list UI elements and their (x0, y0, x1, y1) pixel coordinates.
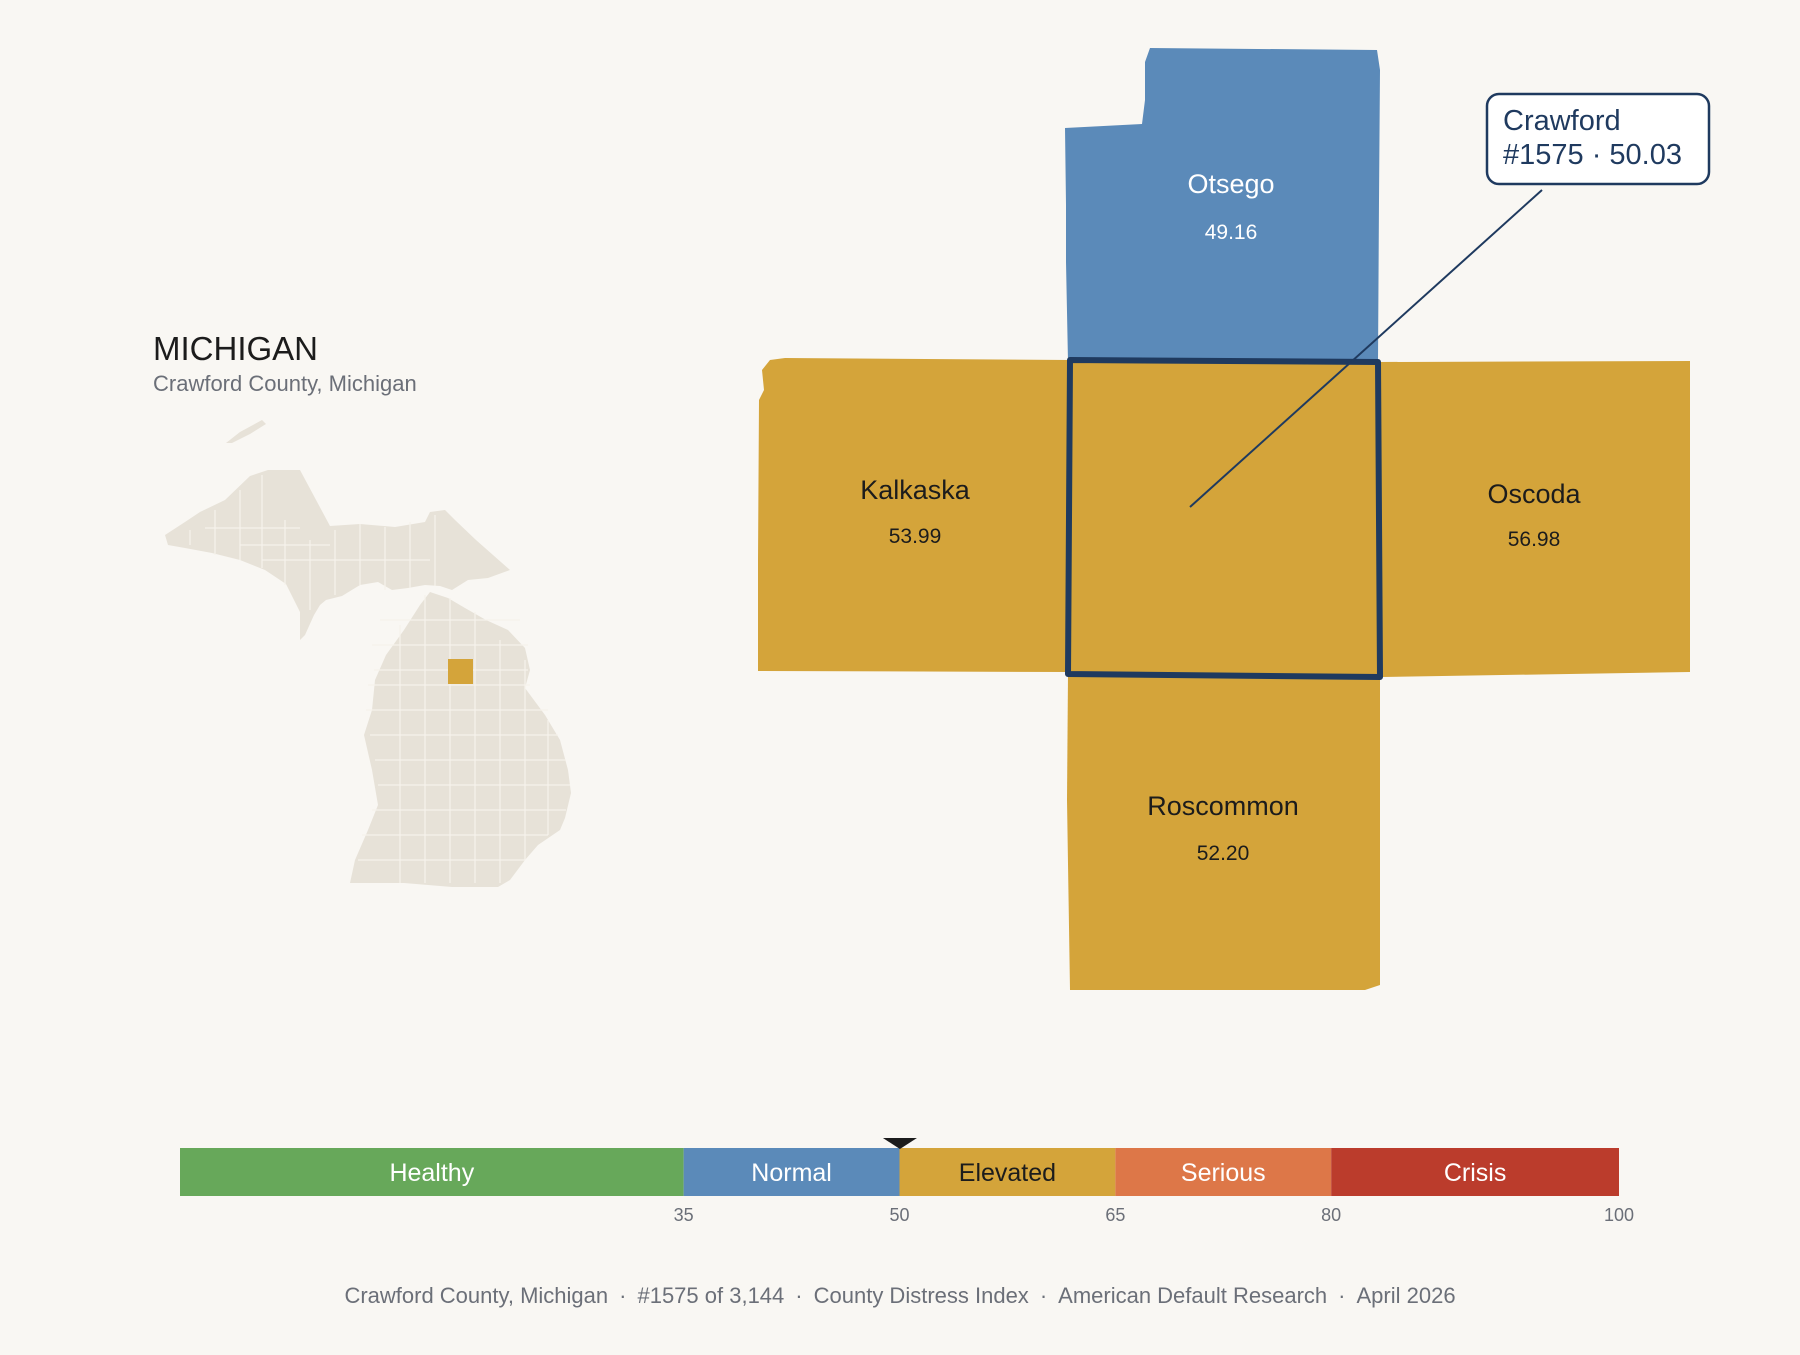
county-value-kalkaska: 53.99 (889, 525, 942, 548)
footer-county: Crawford County, Michigan (344, 1283, 609, 1308)
county-shape-otsego[interactable] (1065, 48, 1380, 362)
scale-tick-label: 100 (1604, 1205, 1634, 1225)
footer-index: County Distress Index (813, 1283, 1029, 1308)
state-subtitle: Crawford County, Michigan (153, 371, 417, 396)
scale-band-healthy (180, 1148, 684, 1196)
label-roscommon: Roscommon 52.20 (1147, 791, 1299, 865)
focus-callout: Crawford #1575 · 50.03 (1189, 92, 1711, 508)
label-otsego: Otsego 49.16 (1187, 169, 1274, 244)
scale-band-label-serious: Serious (1181, 1159, 1266, 1187)
scale-band-crisis (1331, 1148, 1619, 1196)
neighbor-counties (758, 48, 1690, 990)
upper-peninsula-shape (165, 470, 510, 640)
callout-leader-line (1189, 189, 1543, 508)
footer-source: American Default Research (1058, 1283, 1328, 1308)
scale-band-label-elevated: Elevated (959, 1159, 1056, 1187)
scale-band-serious (1115, 1148, 1332, 1196)
scale-band-label-normal: Normal (751, 1159, 832, 1187)
scale-band-elevated (899, 1148, 1116, 1196)
county-shape-kalkaska[interactable] (758, 358, 1070, 672)
footer-separator: · (1039, 1283, 1048, 1308)
county-name-roscommon: Roscommon (1147, 791, 1299, 821)
scale-marker-icon (882, 1138, 917, 1149)
footer-separator: · (795, 1283, 803, 1308)
scale-ticks: 35 50 65 80 100 (674, 1205, 1634, 1225)
callout-box (1485, 92, 1711, 186)
county-shape-roscommon[interactable] (1067, 674, 1380, 990)
scale-bands: Healthy Normal Elevated Serious Crisis (180, 1148, 1619, 1196)
scale-tick-label: 80 (1321, 1205, 1341, 1225)
scale-band-label-healthy: Healthy (389, 1159, 474, 1187)
label-oscoda: Oscoda 56.98 (1487, 479, 1581, 551)
county-value-roscommon: 52.20 (1197, 842, 1250, 865)
label-kalkaska: Kalkaska 53.99 (860, 475, 971, 548)
county-name-oscoda: Oscoda (1487, 479, 1581, 509)
footer: Crawford County, Michigan · #1575 of 3,144… (0, 1283, 1800, 1309)
isle-shape (226, 420, 266, 443)
state-title: MICHIGAN (153, 330, 318, 367)
footer-separator: · (619, 1283, 627, 1308)
county-value-otsego: 49.16 (1205, 221, 1258, 244)
callout-rank-score: #1575 · 50.03 (1503, 139, 1682, 171)
scale-tick-label: 50 (889, 1205, 909, 1225)
scale-band-normal (683, 1148, 900, 1196)
footer-date: April 2026 (1356, 1283, 1456, 1308)
county-name-otsego: Otsego (1187, 169, 1274, 199)
crawford-locator-marker (448, 659, 473, 684)
scale-tick-label: 35 (674, 1205, 694, 1225)
michigan-locator-map (165, 420, 571, 887)
county-value-oscoda: 56.98 (1508, 528, 1561, 551)
footer-rank: #1575 of 3,144 (637, 1283, 785, 1308)
county-shape-crawford[interactable] (1065, 357, 1383, 680)
distress-scale: Healthy Normal Elevated Serious Crisis 35 50 6… (180, 1138, 1634, 1225)
callout-county-name: Crawford (1503, 105, 1621, 137)
lower-peninsula-shape (350, 592, 571, 887)
scale-band-label-crisis: Crisis (1444, 1159, 1507, 1187)
footer-separator: · (1338, 1283, 1346, 1308)
scale-tick-label: 65 (1105, 1205, 1125, 1225)
focus-county-crawford[interactable] (1065, 357, 1383, 680)
county-name-kalkaska: Kalkaska (860, 475, 971, 505)
county-borders (189, 475, 570, 883)
county-shape-oscoda[interactable] (1378, 361, 1690, 677)
